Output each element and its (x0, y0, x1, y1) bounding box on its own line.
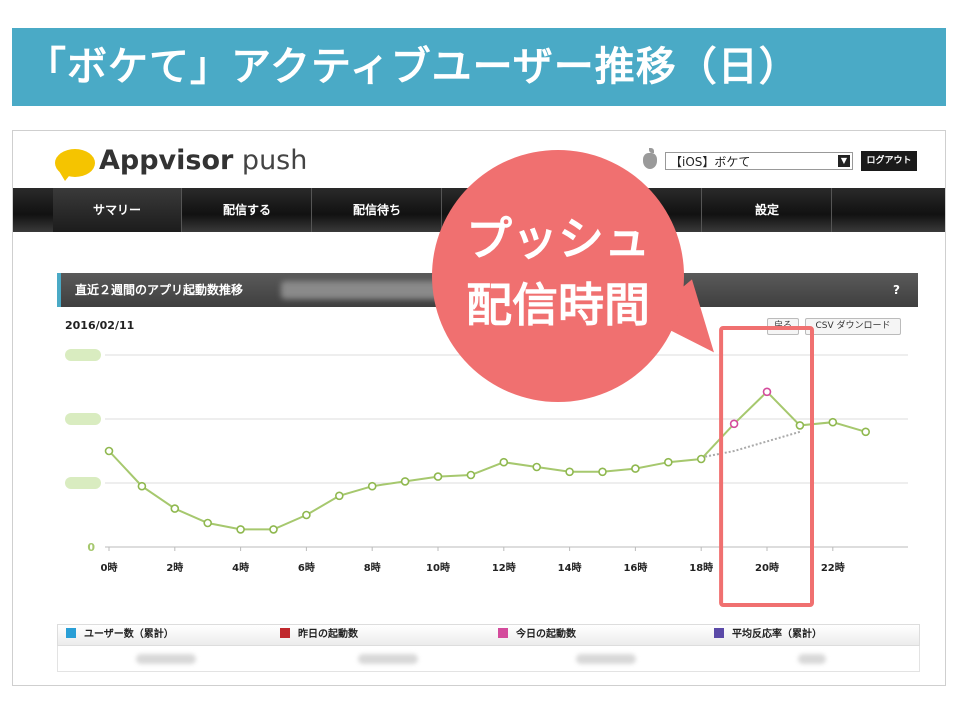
legend-label-users: ユーザー数（累計） (84, 629, 174, 640)
data-point (466, 470, 476, 480)
blurred-value (358, 654, 418, 664)
data-point (795, 421, 805, 430)
nav-summary[interactable]: サマリー (53, 188, 182, 232)
callout-line1: プッシュ (466, 212, 650, 266)
data-point (565, 467, 574, 477)
legend-swatch-today (498, 628, 508, 638)
blurred-value (136, 654, 196, 664)
chart-date: 2016/02/11 (65, 319, 135, 332)
blurred-y-label (65, 349, 101, 361)
data-point (236, 525, 245, 534)
logo-light: push (233, 145, 308, 176)
legend-item-users: ユーザー数（累計） (66, 625, 174, 645)
data-point (729, 419, 739, 429)
y-zero-label: 0 (87, 541, 95, 554)
legend-swatch-users (66, 628, 76, 638)
apple-icon (643, 148, 657, 169)
logo-text: Appvisor push (99, 145, 307, 176)
legend-item-today: 今日の起動数 (498, 625, 576, 645)
data-point (137, 481, 147, 491)
help-icon[interactable]: ? (893, 283, 900, 297)
legend-swatch-reaction (714, 628, 724, 638)
data-point (170, 504, 180, 513)
data-point (696, 454, 706, 464)
data-point (104, 446, 114, 456)
data-point (762, 387, 772, 397)
x-tick-label: 22時 (821, 561, 845, 574)
x-tick-label: 0時 (101, 561, 118, 574)
app-selector-value: 【iOS】ボケて (670, 155, 751, 169)
blurred-y-label (65, 477, 101, 489)
slide-title: 「ボケて」アクティブユーザー推移（日） (12, 28, 946, 106)
x-tick-label: 2時 (166, 561, 183, 574)
series-line-projection (701, 430, 801, 459)
legend-item-reaction: 平均反応率（累計） (714, 625, 822, 645)
nav-pending[interactable]: 配信待ち (313, 188, 442, 232)
data-point (334, 491, 344, 501)
data-point (861, 427, 871, 437)
callout-text: プッシュ 配信時間 (432, 206, 684, 338)
blurred-value (798, 654, 826, 664)
speech-bubble-icon (55, 149, 95, 181)
x-tick-label: 12時 (492, 561, 516, 574)
x-tick-label: 20時 (755, 561, 779, 574)
logo-bold: Appvisor (99, 145, 234, 176)
callout-circle (432, 150, 684, 402)
legend-label-reaction: 平均反応率（累計） (732, 629, 822, 640)
x-tick-label: 6時 (298, 561, 315, 574)
nav-send[interactable]: 配信する (183, 188, 312, 232)
legend-item-yesterday: 昨日の起動数 (280, 625, 358, 645)
x-tick-label: 4時 (232, 561, 249, 574)
data-point (663, 457, 673, 467)
data-point (631, 464, 640, 473)
legend-bar: ユーザー数（累計） 昨日の起動数 今日の起動数 平均反応率（累計） (57, 624, 920, 646)
chevron-down-icon: ▼ (838, 155, 850, 167)
x-tick-label: 8時 (364, 561, 381, 574)
app-selector[interactable]: 【iOS】ボケて ▼ (665, 152, 853, 170)
blurred-value (576, 654, 636, 664)
data-point (598, 467, 607, 477)
x-tick-label: 18時 (689, 561, 713, 574)
nav-item-5[interactable] (573, 188, 702, 232)
series-line-main (108, 390, 866, 531)
data-point (532, 462, 542, 472)
data-point (302, 510, 311, 520)
legend-swatch-yesterday (280, 628, 290, 638)
push-time-highlight (719, 326, 814, 607)
legend-values-row (57, 646, 920, 672)
data-point (433, 472, 443, 481)
x-tick-label: 14時 (558, 561, 582, 574)
nav-settings[interactable]: 設定 (703, 188, 832, 232)
activity-line-chart: 0 0時 2時 4時 6時 8時 10時 12時 14時 16時 18時 20時 22時 (65, 326, 908, 607)
data-point (367, 481, 377, 491)
x-tick-label: 16時 (623, 561, 647, 574)
legend-label-today: 今日の起動数 (516, 629, 576, 640)
blurred-y-label (65, 413, 101, 425)
push-callout: プッシュ 配信時間 (432, 150, 737, 402)
logout-button[interactable]: ログアウト (861, 151, 917, 171)
blurred-header-text (281, 281, 451, 299)
data-point (828, 417, 838, 427)
data-point (203, 518, 212, 528)
data-point (400, 477, 410, 486)
data-point (499, 457, 509, 467)
legend-label-yesterday: 昨日の起動数 (298, 629, 358, 640)
callout-line2: 配信時間 (466, 278, 650, 332)
x-tick-label: 10時 (426, 561, 450, 574)
panel-title: 直近２週間のアプリ起動数推移 (75, 283, 244, 297)
data-point (269, 525, 278, 534)
